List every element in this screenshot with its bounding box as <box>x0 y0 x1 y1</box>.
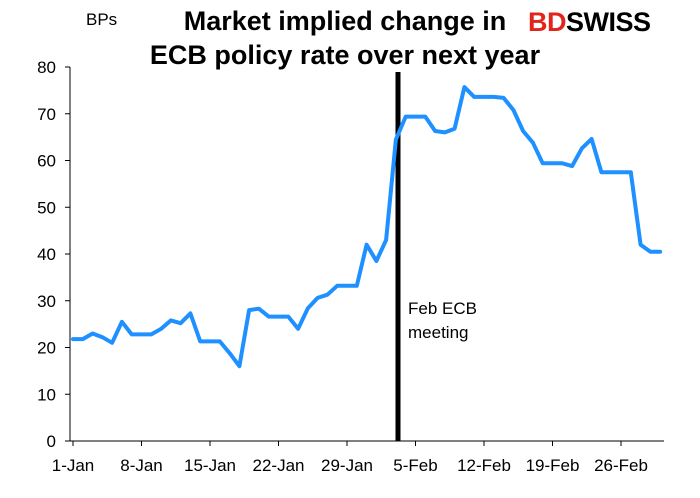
series-group <box>71 85 663 369</box>
y-axis-ticks: 0 10 20 30 40 50 60 70 80 <box>37 58 70 451</box>
y-tick-label: 0 <box>47 432 56 451</box>
annotation-line2: meeting <box>408 323 468 342</box>
axes <box>69 67 664 442</box>
x-tick-label: 8-Jan <box>120 456 163 475</box>
y-tick-label: 60 <box>37 152 56 171</box>
annotation-line1: Feb ECB <box>408 299 477 318</box>
chart-title: Market implied change in ECB policy rate… <box>110 4 580 72</box>
y-tick-label: 70 <box>37 105 56 124</box>
x-tick-label: 19-Feb <box>526 456 580 475</box>
chart-title-line2: ECB policy rate over next year <box>149 40 541 70</box>
x-tick-label: 12-Feb <box>457 456 511 475</box>
x-tick-label: 1-Jan <box>52 456 95 475</box>
y-tick-label: 30 <box>37 292 56 311</box>
y-axis-unit-label: BPs <box>86 10 118 29</box>
x-tick-label: 15-Jan <box>184 456 236 475</box>
y-tick-label: 50 <box>37 198 56 217</box>
bdswiss-logo: BDSWISS <box>528 7 651 38</box>
x-tick-label: 22-Jan <box>253 456 305 475</box>
chart-title-line1: Market implied change in <box>183 6 507 36</box>
x-tick-label: 5-Feb <box>393 456 437 475</box>
x-tick-label: 26-Feb <box>594 456 648 475</box>
x-tick-label: 29-Jan <box>321 456 373 475</box>
y-tick-label: 20 <box>37 339 56 358</box>
logo-part-bd: BD <box>528 7 567 37</box>
y-tick-label: 10 <box>37 385 56 404</box>
y-tick-label: 40 <box>37 245 56 264</box>
logo-part-swiss: SWISS <box>566 7 651 37</box>
series-line <box>71 85 663 369</box>
x-axis-ticks: 1-Jan 8-Jan 15-Jan 22-Jan 29-Jan 5-Feb 12-Feb 1… <box>52 441 648 475</box>
y-tick-label: 80 <box>37 58 56 77</box>
